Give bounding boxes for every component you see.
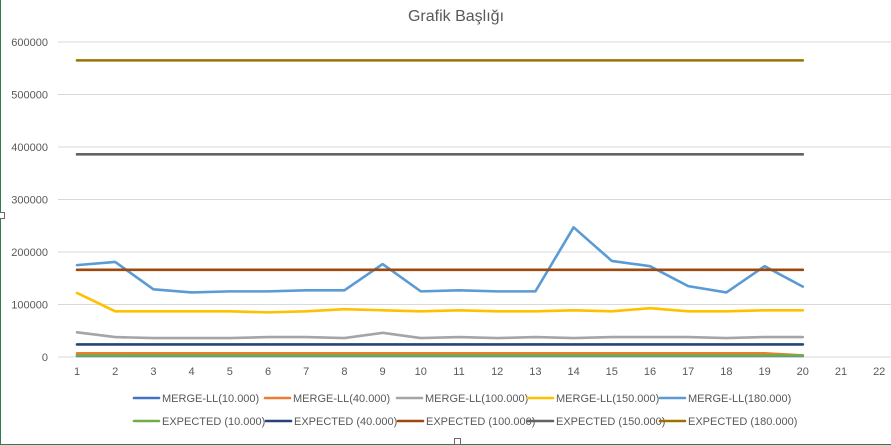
y-tick-label: 400000 [11,142,48,154]
legend-label: MERGE-LL(150.000) [556,393,659,405]
series-line-4 [75,226,805,294]
x-tick-label: 4 [189,366,195,378]
x-tick-label: 10 [415,366,427,378]
y-tick-label: 500000 [11,90,48,102]
y-tick-label: 100000 [11,300,48,312]
x-tick-label: 19 [758,366,770,378]
legend-label: MERGE-LL(40.000) [293,393,390,405]
legend: MERGE-LL(10.000) MERGE-LL(40.000) MERGE-LL… [132,393,797,428]
x-tick-label: 8 [341,366,347,378]
x-tick-label: 1 [74,366,80,378]
x-tick-label: 12 [491,366,503,378]
y-axis-ticks: 0 100000 200000 300000 400000 500000 600000 [11,37,48,364]
series-line-1 [75,352,805,357]
series-line-3 [75,291,805,314]
y-tick-label: 0 [42,352,48,364]
resize-handle-bottom[interactable] [454,438,461,445]
x-tick-label: 22 [873,366,885,378]
y-tick-label: 200000 [11,247,48,259]
x-tick-label: 13 [529,366,541,378]
x-tick-label: 9 [380,366,386,378]
x-tick-label: 21 [835,366,847,378]
x-tick-label: 5 [227,366,233,378]
legend-label: EXPECTED (100.000) [426,416,535,428]
legend-label: EXPECTED (180.000) [688,416,797,428]
resize-handle-left[interactable] [0,212,5,219]
chart-title: Grafik Başlığı [408,8,504,25]
x-tick-label: 18 [720,366,732,378]
x-tick-label: 2 [112,366,118,378]
legend-label: MERGE-LL(100.000) [425,393,528,405]
x-tick-label: 14 [567,366,579,378]
x-tick-label: 3 [150,366,156,378]
legend-label: MERGE-LL(10.000) [162,393,259,405]
gridlines [58,41,891,358]
x-tick-label: 15 [606,366,618,378]
x-tick-label: 7 [303,366,309,378]
legend-label: EXPECTED (150.000) [556,416,665,428]
series-line-2 [75,331,805,340]
x-tick-label: 11 [453,366,464,378]
legend-label: EXPECTED (40.000) [294,416,397,428]
y-tick-label: 600000 [11,37,48,49]
x-tick-label: 16 [644,366,656,378]
legend-label: MERGE-LL(180.000) [688,393,791,405]
x-tick-label: 20 [797,366,809,378]
x-axis-ticks: 1 2 3 4 5 6 7 8 9 10 11 12 13 14 15 16 17 18 19 20 21 22 [74,366,885,378]
x-tick-label: 17 [682,366,694,378]
series-lines [75,59,805,358]
x-tick-label: 6 [265,366,271,378]
legend-label: EXPECTED (10.000) [162,416,265,428]
y-tick-label: 300000 [11,195,48,207]
